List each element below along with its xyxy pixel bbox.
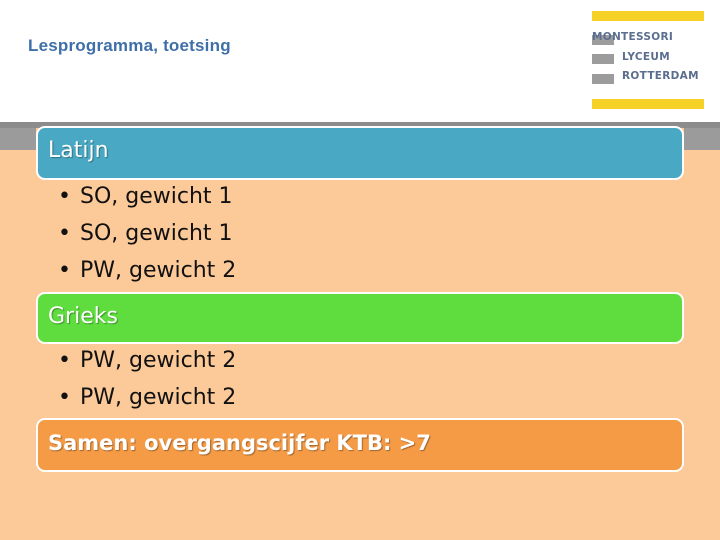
logo-bar [592, 74, 614, 84]
summary-band: Samen: overgangscijfer KTB: >7 [36, 418, 684, 472]
right-gray-strip [684, 128, 720, 150]
slide-header: Lesprogramma, toetsing MONTESSORI LYCEUM… [0, 0, 720, 122]
section-heading-text: Latijn [48, 138, 109, 163]
bullet-icon: • [58, 221, 71, 246]
list-item: • PW, gewicht 2 [58, 342, 236, 379]
list-item: • SO, gewicht 1 [58, 215, 236, 252]
list-item-text: PW, gewicht 2 [80, 348, 237, 373]
logo-bottom-bar [592, 99, 704, 109]
logo-bar [592, 35, 614, 45]
grieks-list: • PW, gewicht 2 • PW, gewicht 2 [58, 342, 236, 416]
left-gray-strip [0, 128, 36, 150]
logo-text-1: MONTESSORI [592, 31, 674, 43]
logo-top-bar [592, 11, 704, 21]
latijn-list: • SO, gewicht 1 • SO, gewicht 1 • PW, gewic… [58, 178, 236, 289]
list-item: • PW, gewicht 2 [58, 379, 236, 416]
bullet-icon: • [58, 258, 71, 283]
bullet-icon: • [58, 385, 71, 410]
list-item: • SO, gewicht 1 [58, 178, 236, 215]
logo-bar [592, 54, 614, 64]
section-heading-latijn: Latijn [36, 126, 684, 180]
list-item-text: PW, gewicht 2 [80, 385, 237, 410]
list-item-text: SO, gewicht 1 [80, 221, 233, 246]
slide-title: Lesprogramma, toetsing [28, 36, 231, 55]
slide-content: Latijn • SO, gewicht 1 • SO, gewicht 1 • PW… [0, 126, 720, 540]
logo-text-3: ROTTERDAM [622, 70, 699, 82]
logo-text-2: LYCEUM [622, 51, 670, 63]
school-logo: MONTESSORI LYCEUM ROTTERDAM [592, 11, 704, 111]
list-item-text: PW, gewicht 2 [80, 258, 237, 283]
header-separator [0, 122, 720, 128]
list-item: • PW, gewicht 2 [58, 252, 236, 289]
summary-text: Samen: overgangscijfer KTB: >7 [48, 431, 431, 455]
section-heading-text: Grieks [48, 304, 118, 329]
bullet-icon: • [58, 348, 71, 373]
section-heading-grieks: Grieks [36, 292, 684, 344]
list-item-text: SO, gewicht 1 [80, 184, 233, 209]
bullet-icon: • [58, 184, 71, 209]
